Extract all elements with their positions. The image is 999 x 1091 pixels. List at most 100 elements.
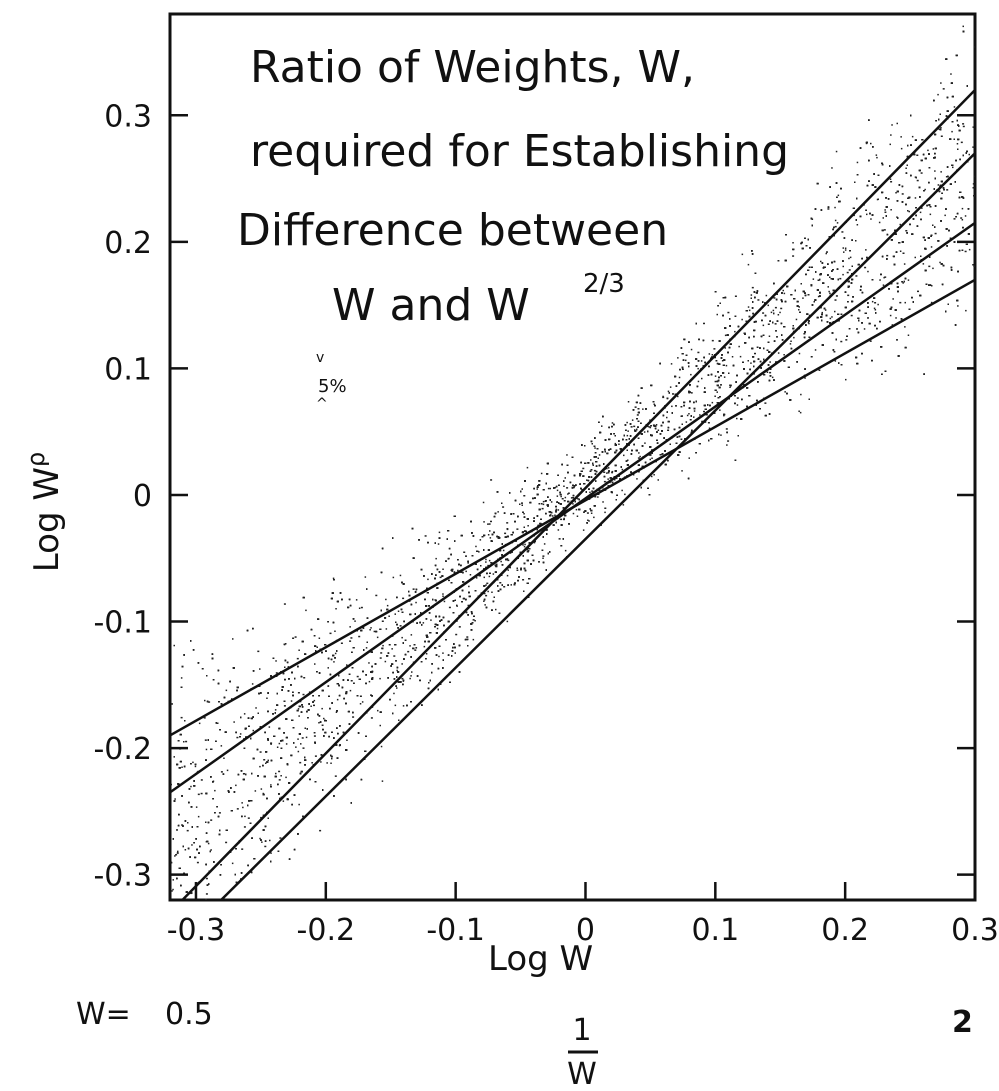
scatter-point — [594, 447, 596, 449]
scatter-point — [356, 675, 359, 678]
scatter-point — [388, 644, 391, 646]
scatter-point — [437, 543, 440, 545]
scatter-point — [175, 854, 178, 856]
scatter-point — [939, 261, 941, 264]
scatter-point — [747, 263, 750, 266]
scatter-point — [581, 488, 583, 491]
scatter-point — [220, 771, 223, 773]
scatter-point — [316, 646, 318, 648]
scatter-point — [702, 365, 704, 367]
scatter-point — [795, 318, 798, 321]
scatter-point — [484, 604, 486, 606]
scatter-point — [266, 697, 268, 699]
scatter-point — [690, 348, 693, 351]
scatter-point — [886, 254, 889, 257]
scatter-point — [621, 468, 624, 471]
scatter-point — [636, 414, 639, 416]
scatter-point — [584, 445, 586, 447]
scatter-point — [567, 493, 569, 495]
scatter-point — [388, 615, 390, 617]
scatter-point — [425, 653, 428, 655]
scatter-point — [737, 435, 739, 437]
scatter-point — [485, 558, 487, 561]
scatter-point — [594, 496, 597, 498]
scatter-point — [488, 559, 491, 562]
plot-frame — [168, 12, 977, 902]
scatter-point — [436, 627, 439, 630]
scatter-point — [506, 620, 509, 623]
scatter-point — [914, 256, 916, 259]
scatter-point — [726, 444, 728, 446]
scatter-point — [826, 251, 828, 253]
scatter-point — [929, 213, 932, 216]
scatter-point — [379, 724, 381, 727]
scatter-point — [924, 188, 926, 191]
scatter-point — [563, 518, 565, 521]
scatter-point — [720, 384, 722, 386]
scatter-point — [379, 677, 381, 680]
scatter-point — [865, 142, 868, 145]
scatter-point — [870, 218, 872, 220]
scatter-point — [196, 861, 199, 864]
scatter-point — [319, 829, 322, 832]
scatter-point — [834, 299, 837, 301]
scatter-point — [814, 349, 817, 351]
scatter-point — [842, 265, 844, 268]
scatter-point — [714, 380, 717, 383]
scatter-point — [427, 578, 429, 581]
scatter-point — [393, 655, 396, 657]
scatter-point — [260, 816, 262, 819]
scatter-point — [632, 474, 635, 476]
scatter-point — [798, 306, 800, 308]
scatter-point — [197, 793, 200, 796]
scatter-point — [278, 770, 281, 773]
scatter-point — [259, 837, 261, 840]
scatter-point — [734, 330, 736, 333]
scatter-point — [455, 633, 458, 636]
scatter-point — [454, 652, 456, 654]
scatter-point — [690, 373, 692, 376]
scatter-point — [780, 307, 783, 310]
scatter-point — [804, 377, 806, 379]
scatter-point — [957, 305, 959, 307]
scatter-point — [467, 645, 469, 647]
scatter-point — [711, 401, 714, 404]
scatter-point — [811, 218, 814, 220]
scatter-point — [827, 286, 829, 288]
scatter-point — [895, 317, 897, 319]
scatter-point — [331, 757, 333, 760]
scatter-point — [575, 508, 578, 511]
scatter-point — [380, 745, 383, 748]
scatter-point — [677, 357, 679, 359]
scatter-point — [239, 733, 242, 735]
scatter-point — [402, 680, 405, 682]
scatter-point — [810, 284, 813, 286]
scatter-point — [467, 604, 470, 607]
scatter-point — [930, 301, 933, 304]
scatter-point — [836, 222, 839, 224]
scatter-point — [738, 345, 740, 348]
scatter-point — [961, 219, 964, 221]
scatter-point — [563, 517, 565, 520]
scatter-point — [173, 756, 175, 758]
scatter-point — [693, 410, 696, 412]
scatter-point — [653, 412, 655, 414]
scatter-point — [370, 694, 372, 696]
scatter-point — [631, 419, 634, 421]
scatter-point — [770, 311, 773, 314]
scatter-point — [972, 264, 974, 266]
scatter-point — [847, 294, 850, 297]
scatter-point — [456, 605, 458, 607]
scatter-point — [911, 135, 914, 138]
scatter-point — [488, 523, 491, 525]
scatter-point — [622, 504, 625, 506]
scatter-point — [522, 579, 525, 581]
scatter-point — [667, 390, 670, 393]
scatter-point — [934, 232, 937, 235]
scatter-point — [842, 273, 844, 276]
scatter-point — [259, 751, 262, 753]
scatter-point — [647, 425, 649, 428]
scatter-point — [890, 181, 893, 183]
scatter-point — [285, 743, 288, 745]
scatter-point — [442, 568, 444, 570]
